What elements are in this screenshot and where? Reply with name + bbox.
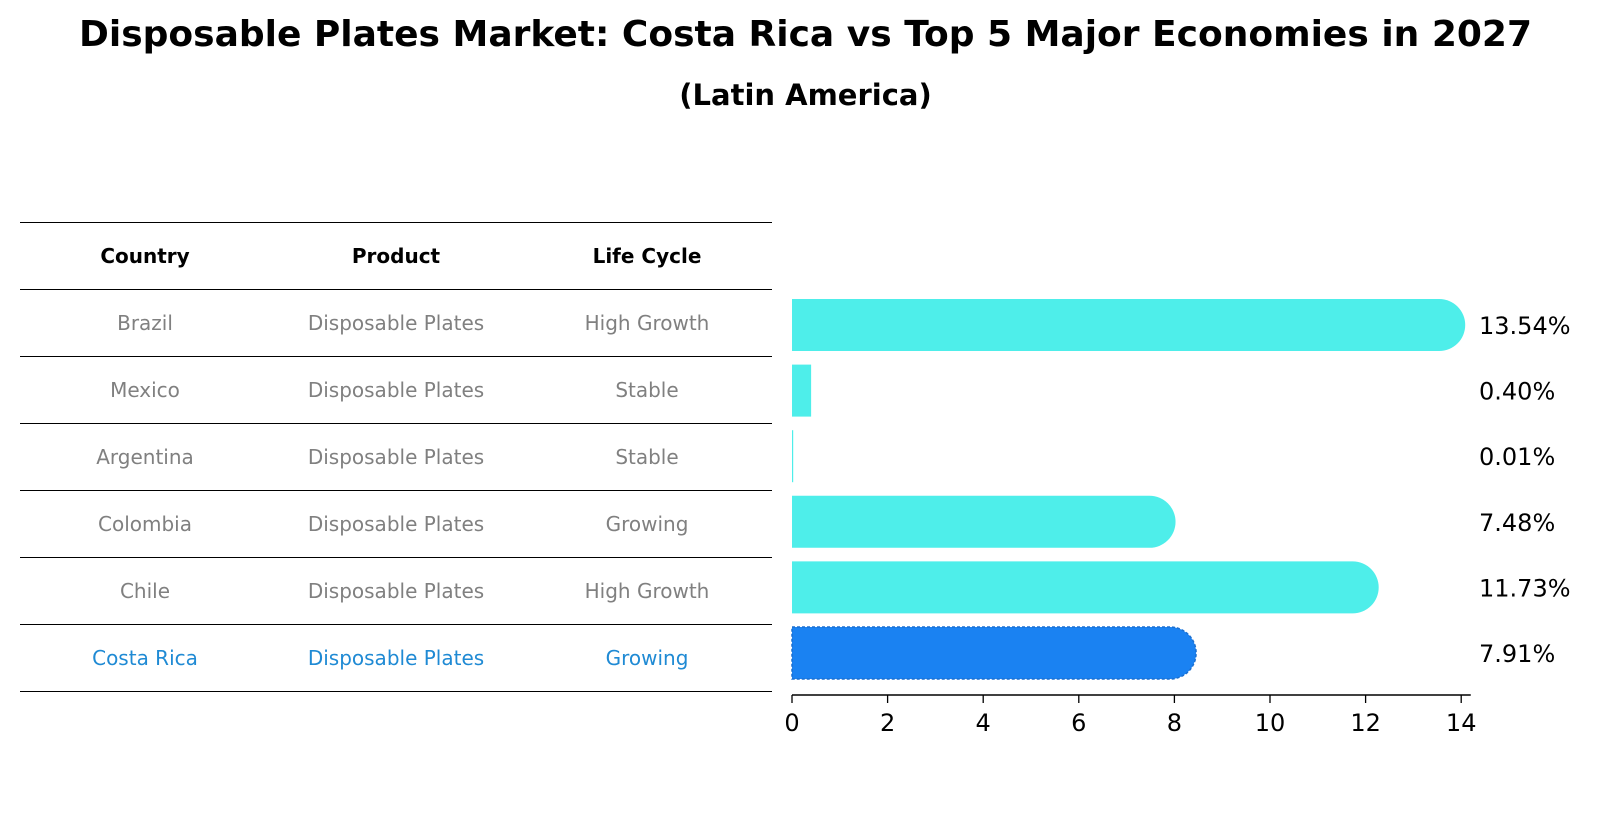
value-label-argentina: 0.01% xyxy=(1479,443,1555,471)
cell-product: Disposable Plates xyxy=(270,356,522,424)
value-label-colombia: 7.48% xyxy=(1479,509,1555,537)
bar-mexico xyxy=(792,364,812,417)
x-tick-label: 2 xyxy=(880,709,895,737)
table-header-row: Country Product Life Cycle xyxy=(20,222,772,290)
cell-life-cycle: Growing xyxy=(522,624,772,692)
header-life-cycle: Life Cycle xyxy=(522,222,772,290)
x-tick-label: 14 xyxy=(1446,709,1477,737)
cell-life-cycle: High Growth xyxy=(522,557,772,625)
cell-country: Colombia xyxy=(20,490,270,558)
table-row-highlight: Costa Rica Disposable Plates Growing xyxy=(20,624,772,692)
bar-brazil xyxy=(792,299,1466,351)
cell-product: Disposable Plates xyxy=(270,423,522,491)
bar-costa-rica xyxy=(791,626,1197,680)
chart-subtitle: (Latin America) xyxy=(679,78,932,112)
value-label-costa-rica: 7.91% xyxy=(1479,640,1555,668)
cell-country: Argentina xyxy=(20,423,270,491)
value-labels-layer: 13.54% 0.40% 0.01% 7.48% 11.73% 7.91% xyxy=(1479,312,1571,668)
table-row: Argentina Disposable Plates Stable xyxy=(20,423,772,491)
x-tick-label: 4 xyxy=(976,709,991,737)
cell-product: Disposable Plates xyxy=(270,490,522,558)
cell-country: Brazil xyxy=(20,289,270,357)
cell-life-cycle: Stable xyxy=(522,423,772,491)
table-row: Colombia Disposable Plates Growing xyxy=(20,490,772,558)
x-axis: 0 2 4 6 8 10 12 14 xyxy=(784,694,1477,737)
country-table: Country Product Life Cycle Brazil Dispos… xyxy=(20,222,772,692)
x-tick-label: 10 xyxy=(1255,709,1286,737)
x-tick-label: 8 xyxy=(1167,709,1182,737)
header-country: Country xyxy=(20,222,270,290)
x-tick-label: 0 xyxy=(784,709,799,737)
table-row: Chile Disposable Plates High Growth xyxy=(20,557,772,625)
x-tick-label: 12 xyxy=(1350,709,1381,737)
cell-country: Chile xyxy=(20,557,270,625)
cell-life-cycle: High Growth xyxy=(522,289,772,357)
value-label-brazil: 13.54% xyxy=(1479,312,1571,340)
table-row: Brazil Disposable Plates High Growth xyxy=(20,289,772,357)
bar-argentina xyxy=(792,430,794,483)
bar-colombia xyxy=(792,495,1176,548)
cell-country: Mexico xyxy=(20,356,270,424)
cell-product: Disposable Plates xyxy=(270,557,522,625)
chart-title: Disposable Plates Market: Costa Rica vs … xyxy=(78,14,1533,55)
cell-life-cycle: Stable xyxy=(522,356,772,424)
bar-chile xyxy=(792,561,1379,614)
table-row: Mexico Disposable Plates Stable xyxy=(20,356,772,424)
value-label-chile: 11.73% xyxy=(1479,574,1571,602)
cell-life-cycle: Growing xyxy=(522,490,772,558)
header-product: Product xyxy=(270,222,522,290)
cell-product: Disposable Plates xyxy=(270,624,522,692)
cell-country: Costa Rica xyxy=(20,624,270,692)
value-label-mexico: 0.40% xyxy=(1479,378,1555,406)
bars-layer xyxy=(791,299,1466,680)
cell-product: Disposable Plates xyxy=(270,289,522,357)
x-tick-label: 6 xyxy=(1071,709,1086,737)
